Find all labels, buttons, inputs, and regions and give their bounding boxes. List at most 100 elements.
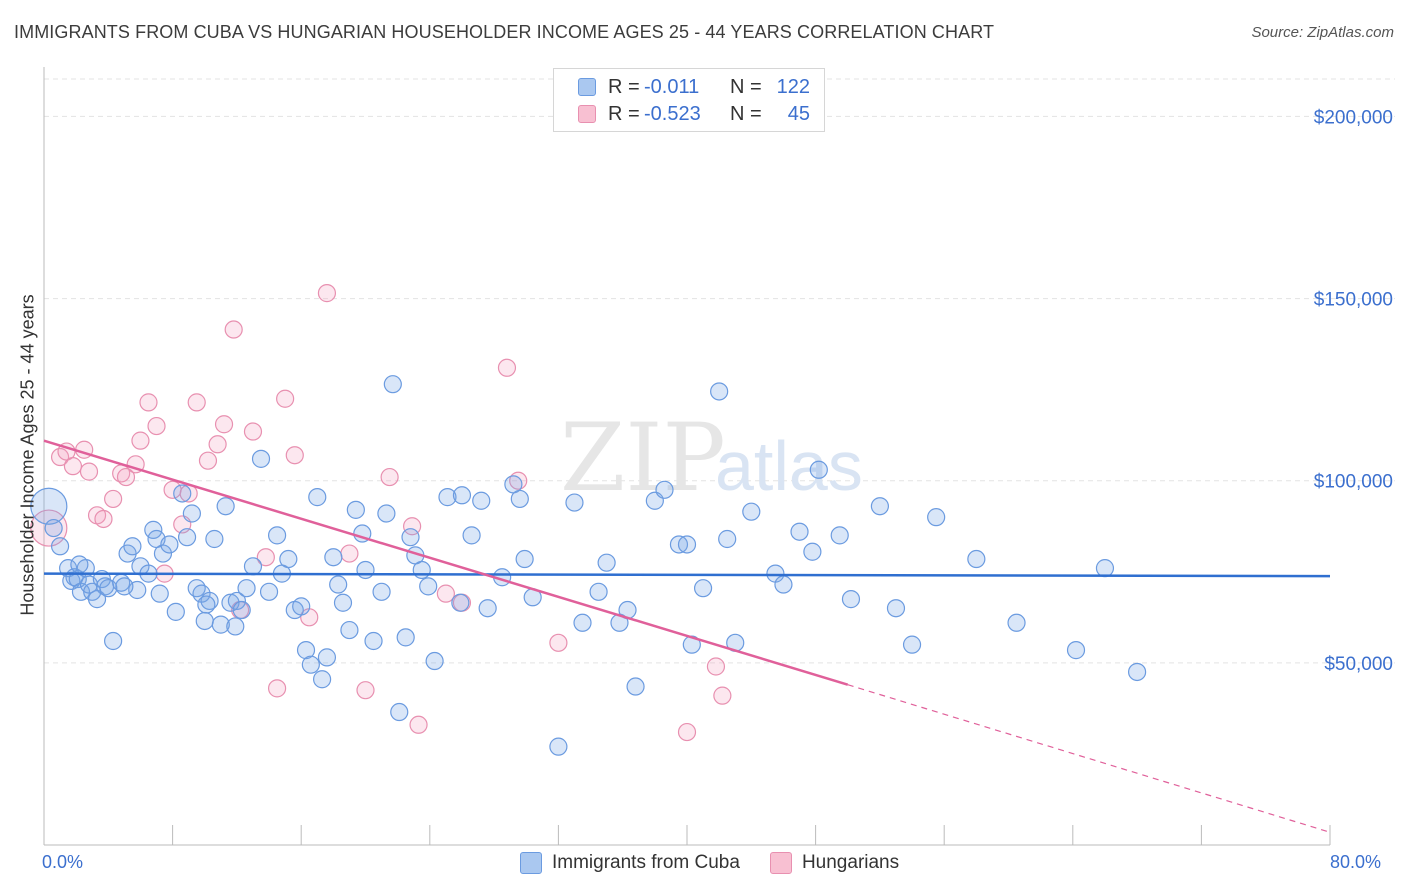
point-cuba — [301, 655, 320, 674]
point-cuba — [267, 526, 287, 545]
point-cuba — [356, 560, 375, 580]
legend-r-label: R = — [608, 75, 640, 98]
point-cuba — [451, 593, 470, 612]
point-cuba — [205, 529, 224, 549]
point-hungarians — [30, 509, 68, 547]
legend-item-cuba[interactable]: Immigrants from Cuba — [520, 852, 740, 874]
watermark: ZIP atlas — [560, 404, 863, 513]
point-cuba — [425, 651, 444, 671]
point-cuba — [626, 677, 645, 696]
point-cuba — [30, 487, 68, 525]
point-cuba — [364, 631, 383, 651]
point-hungarians — [116, 467, 136, 487]
trend-lines — [43, 439, 1331, 833]
y-tick-label: $200,000 — [1314, 107, 1393, 128]
point-cuba — [452, 486, 472, 505]
point-cuba — [227, 591, 246, 611]
point-cuba — [243, 557, 263, 576]
point-hungarians — [256, 548, 275, 567]
point-hungarians — [677, 722, 697, 742]
point-hungarians — [187, 393, 206, 412]
point-cuba — [396, 628, 415, 647]
point-cuba — [401, 528, 420, 547]
point-hungarians — [380, 467, 399, 487]
point-hungarians — [104, 489, 123, 509]
point-hungarians — [94, 509, 113, 529]
watermark-atlas: atlas — [715, 427, 863, 505]
watermark-zip: ZIP — [560, 404, 726, 513]
point-cuba — [902, 635, 922, 654]
point-cuba — [597, 553, 616, 572]
point-cuba — [211, 615, 230, 634]
point-cuba — [438, 488, 457, 507]
point-cuba — [710, 382, 729, 401]
point-cuba — [565, 493, 584, 512]
legend-item-hungarians[interactable]: Hungarians — [769, 852, 900, 874]
point-cuba — [830, 526, 849, 545]
legend-swatch-cuba — [578, 78, 596, 96]
y-tick-label: $50,000 — [1324, 654, 1393, 675]
point-cuba — [589, 582, 608, 601]
legend-swatch-hungarians — [578, 105, 596, 123]
legend-r-value: -0.523 — [644, 102, 701, 125]
point-cuba — [803, 542, 822, 561]
point-cuba — [195, 611, 214, 631]
point-cuba — [809, 460, 828, 479]
point-cuba — [232, 600, 251, 620]
legend-row-hungarians: R = -0.523 N = 45 — [578, 101, 810, 127]
point-cuba — [50, 537, 70, 556]
point-cuba — [115, 577, 134, 596]
y-tick-label: $150,000 — [1314, 290, 1393, 311]
x-tick-max: 80.0% — [1330, 852, 1382, 872]
legend-row-cuba: R = -0.011 N = 122 — [578, 74, 810, 100]
point-hungarians — [267, 679, 287, 698]
point-hungarians — [139, 393, 158, 412]
point-cuba — [693, 579, 713, 598]
trend-line-cuba — [43, 572, 1331, 578]
point-hungarians — [409, 715, 428, 734]
point-cuba — [333, 593, 353, 612]
point-cuba — [44, 518, 63, 538]
point-cuba — [70, 555, 89, 574]
point-cuba — [718, 529, 737, 549]
legend-n-label: N = — [730, 75, 762, 98]
point-cuba — [346, 500, 365, 519]
legend-n-value: 122 — [776, 75, 810, 98]
point-cuba — [510, 489, 529, 509]
y-tick-label: $100,000 — [1314, 472, 1393, 493]
point-cuba — [251, 449, 271, 468]
point-cuba — [967, 549, 986, 569]
point-cuba — [312, 670, 332, 689]
point-hungarians — [340, 544, 359, 563]
point-cuba — [419, 577, 438, 596]
point-cuba — [1066, 641, 1086, 660]
legend-label-hungarians: Hungarians — [801, 852, 900, 873]
correlation-legend: R = -0.011 N = 122 R = -0.523 N = 45 — [553, 68, 825, 132]
trend-line-hungarians — [43, 439, 849, 686]
point-cuba — [472, 491, 491, 510]
point-cuba — [329, 575, 348, 594]
point-cuba — [462, 526, 481, 545]
point-cuba — [372, 582, 391, 601]
point-cuba — [655, 480, 674, 499]
point-cuba — [774, 575, 793, 594]
legend-swatch-cuba — [520, 852, 542, 874]
legend-swatch-hungarians — [769, 852, 792, 874]
point-cuba — [216, 497, 235, 516]
point-hungarians — [131, 431, 150, 450]
point-cuba — [173, 484, 192, 503]
point-cuba — [870, 497, 890, 516]
point-cuba — [187, 579, 206, 598]
point-cuba — [383, 375, 402, 394]
point-cuba — [841, 590, 861, 609]
point-cuba — [308, 488, 327, 507]
point-cuba — [123, 537, 142, 556]
x-tick-min: 0.0% — [42, 852, 84, 872]
point-cuba — [182, 504, 201, 523]
legend-label-cuba: Immigrants from Cuba — [552, 852, 740, 873]
point-cuba — [160, 535, 179, 554]
point-hungarians — [356, 681, 375, 700]
point-hungarians — [549, 633, 568, 652]
point-cuba — [1127, 662, 1147, 682]
